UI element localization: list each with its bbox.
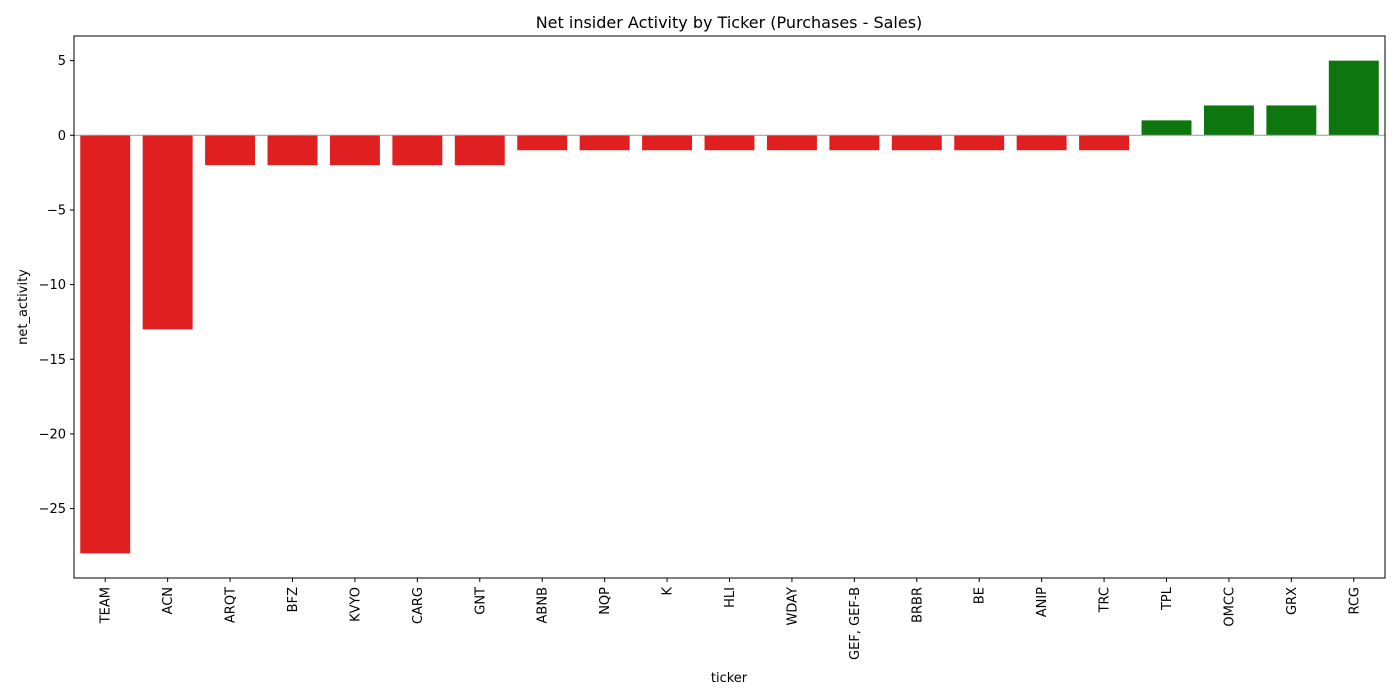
plot-frame <box>73 35 1386 579</box>
y-tick-label: −5 <box>47 203 66 218</box>
y-tick-label: −10 <box>39 278 66 293</box>
x-tick-label: GRX <box>1285 587 1300 615</box>
y-tick-label: −25 <box>39 502 66 517</box>
x-tick-label: TEAM <box>99 587 114 624</box>
bar-carg <box>392 135 443 166</box>
x-tick-label: HLI <box>723 587 738 608</box>
bar-tpl <box>1141 120 1192 136</box>
x-axis-label: ticker <box>711 671 748 686</box>
bar-hli <box>704 135 755 151</box>
x-tick-label: GEF, GEF-B <box>848 587 863 660</box>
x-tick-label: NQP <box>598 587 613 615</box>
x-tick-label: GNT <box>473 587 488 615</box>
bar-trc <box>1079 135 1130 151</box>
x-tick-label: BFZ <box>286 587 301 612</box>
y-tick-label: −15 <box>39 353 66 368</box>
bar-team <box>80 135 131 554</box>
bar-abnb <box>517 135 568 151</box>
x-tick-label: BRBR <box>910 587 925 623</box>
x-tick-label: RCG <box>1347 587 1362 615</box>
bar-kvyo <box>329 135 380 166</box>
x-tick-label: BE <box>973 587 988 604</box>
bar-nqp <box>579 135 630 151</box>
bar-gef-gef-b <box>829 135 880 151</box>
bar-acn <box>142 135 193 330</box>
y-tick-label: 0 <box>58 129 66 144</box>
bar-omcc <box>1203 105 1254 136</box>
x-tick-label: ACN <box>161 587 176 614</box>
x-tick-label: ARQT <box>224 587 239 623</box>
x-tick-label: CARG <box>411 587 426 624</box>
x-tick-label: K <box>661 587 676 596</box>
chart-title: Net insider Activity by Ticker (Purchase… <box>536 13 923 32</box>
bar-wday <box>766 135 817 151</box>
x-tick-label: TPL <box>1160 586 1175 611</box>
bar-k <box>642 135 693 151</box>
y-tick-label: −20 <box>39 427 66 442</box>
x-tick-label: OMCC <box>1222 587 1237 627</box>
bar-gnt <box>454 135 505 166</box>
x-tick-label: TRC <box>1098 587 1113 613</box>
bar-grx <box>1266 105 1317 136</box>
bar-anip <box>1016 135 1067 151</box>
x-tick-label: KVYO <box>348 587 363 622</box>
y-tick-label: 5 <box>58 54 66 69</box>
y-axis-label: net_activity <box>16 269 31 345</box>
x-tick-label: ABNB <box>536 587 551 623</box>
bar-bfz <box>267 135 318 166</box>
bar-be <box>954 135 1005 151</box>
x-tick-label: WDAY <box>785 587 800 626</box>
bar-arqt <box>205 135 256 166</box>
x-tick-label: ANIP <box>1035 587 1050 617</box>
bar-rcg <box>1328 60 1379 136</box>
bar-brbr <box>891 135 942 151</box>
